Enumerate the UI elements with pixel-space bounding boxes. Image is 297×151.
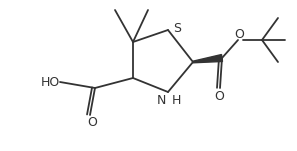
Text: O: O [214,90,224,103]
Text: S: S [173,22,181,35]
Polygon shape [193,55,222,63]
Text: N: N [157,95,166,108]
Text: O: O [234,29,244,42]
Text: H: H [172,95,181,108]
Text: HO: HO [40,76,60,88]
Text: O: O [87,116,97,129]
